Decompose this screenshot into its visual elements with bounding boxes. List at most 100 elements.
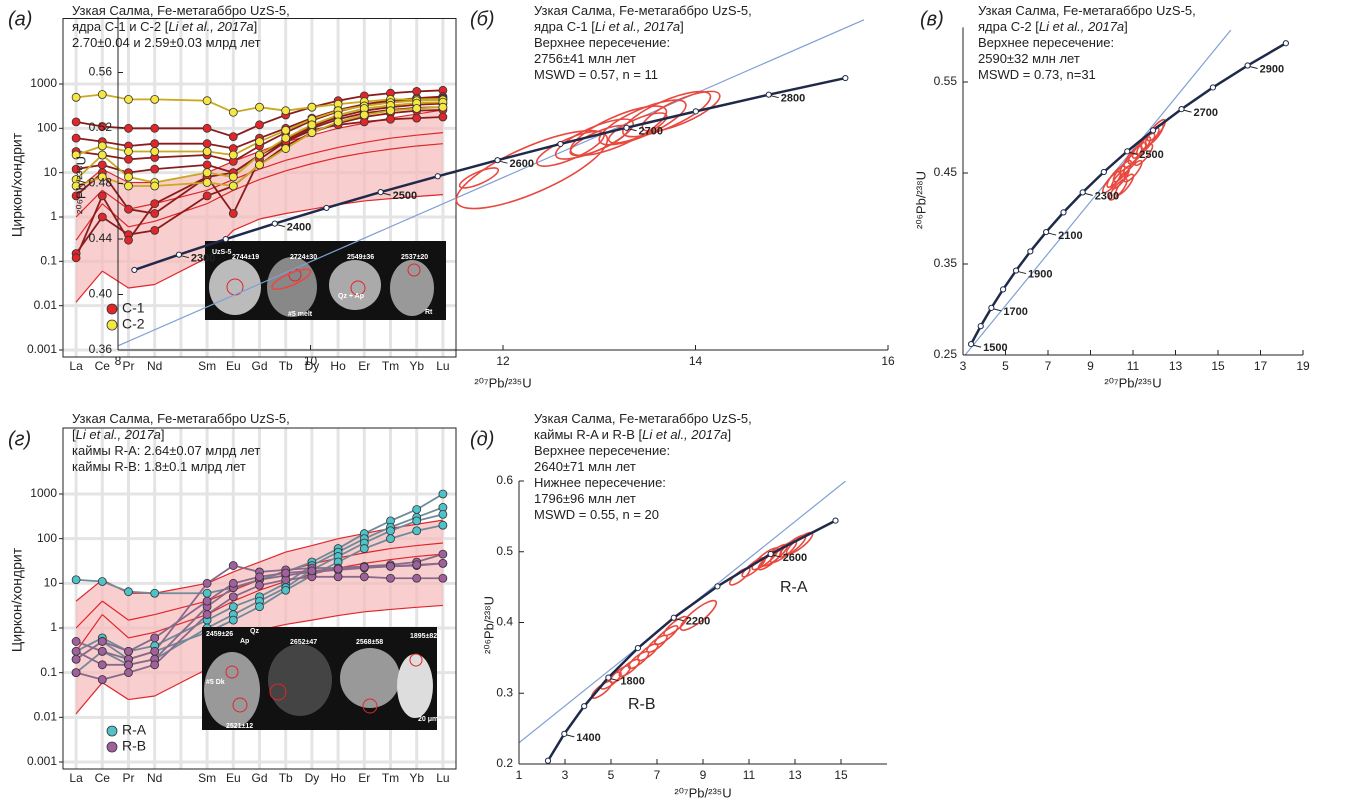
age-label: 2600 [510, 158, 534, 170]
concordia-point [175, 251, 183, 258]
spectrum-line [154, 631, 208, 653]
error-ellipse [679, 599, 718, 632]
spectrum-line [337, 542, 365, 558]
error-ellipse [455, 129, 609, 210]
annotation-run: Узкая Салма, Fe-метагаббро UzS-5, [534, 411, 752, 426]
zircon-grain [204, 652, 260, 728]
data-point [202, 596, 212, 606]
spectrum-line [206, 150, 234, 156]
spectrum-line [128, 658, 155, 666]
concordia-point [767, 550, 774, 558]
y-tick-label: 0.52 [89, 120, 113, 134]
concordia-point [557, 140, 564, 148]
spectrum-line [128, 168, 155, 174]
spectrum-line [259, 114, 287, 126]
inset-label: Qz + Ap [338, 293, 364, 300]
spectrum-line [75, 137, 103, 143]
field-line [154, 257, 208, 286]
spectrum-line [154, 606, 208, 660]
field-line [259, 212, 286, 220]
data-point [255, 572, 264, 582]
data-point [124, 94, 133, 104]
data-point [124, 181, 133, 191]
spectrum-line [363, 520, 391, 535]
spectrum-line [416, 524, 444, 532]
x-tick-label: 11 [743, 768, 756, 782]
annotation-run: 2640±71 млн лет [534, 459, 636, 474]
field-line [128, 220, 155, 228]
data-point [71, 654, 81, 664]
spectrum-line [102, 176, 129, 187]
annotation-run: Узкая Салма, Fe-метагаббро UzS-5, [72, 3, 290, 18]
field-line [206, 189, 234, 205]
data-point [412, 104, 422, 113]
y-tick-label: 0.1 [40, 665, 57, 679]
data-point [124, 660, 133, 670]
concordia-point [544, 757, 552, 764]
spectrum-line [75, 154, 103, 181]
annotation-run: Верхнее пересечение: [534, 35, 670, 50]
field-line [337, 141, 365, 149]
inset-label: 2724±30 [290, 254, 317, 261]
annotation-run: MSWD = 0.73, n=31 [978, 67, 1096, 82]
data-point [307, 566, 317, 576]
inset-label: 2652±47 [290, 639, 317, 646]
spectrum-line [101, 580, 129, 593]
field-line [101, 682, 129, 701]
field-line [128, 631, 155, 639]
data-point [438, 549, 448, 559]
y-tick-label: 0.45 [934, 165, 958, 179]
age-leader [566, 734, 575, 738]
error-ellipse [1123, 159, 1143, 183]
legend-label: R-B [122, 738, 146, 754]
age-label: 2300 [1095, 190, 1119, 202]
data-point [150, 94, 160, 104]
spectrum-line [75, 195, 104, 259]
field-line [75, 270, 103, 303]
x-tick-label: 14 [689, 354, 703, 368]
inset-label: #5 melt [288, 311, 313, 318]
age-label: 2100 [1058, 230, 1082, 242]
data-point [438, 509, 448, 519]
y-tick-label: 0.56 [89, 65, 113, 79]
x-tick-label: Nd [147, 771, 162, 785]
legend-label: R-A [122, 722, 147, 738]
spectrum-line [153, 582, 208, 652]
zircon-grain [329, 260, 381, 310]
spectrum-line [259, 578, 286, 587]
data-point [150, 123, 160, 133]
spot [232, 697, 248, 713]
y-tick-label: 1 [50, 620, 57, 634]
age-label: 2300 [191, 253, 215, 265]
concordia-point [999, 286, 1007, 293]
data-point [438, 520, 448, 530]
annotation-line: Узкая Салма, Fe-метагаббро UzS-5, [978, 3, 1196, 18]
spectrum-line [416, 553, 444, 563]
age-label: 2500 [1139, 149, 1163, 161]
zircon-grain [340, 648, 400, 708]
spectrum-line [75, 637, 103, 653]
spectrum-line [337, 537, 365, 553]
spectrum-line [206, 99, 234, 114]
data-point [202, 610, 212, 619]
data-point [124, 123, 133, 133]
error-ellipse [609, 664, 632, 684]
field-line [128, 695, 155, 701]
data-point [281, 144, 291, 153]
annotation-line: Нижнее пересечение: [534, 475, 666, 490]
age-leader [1017, 271, 1027, 275]
y-axis-label: ²⁰⁶Pb/²³⁸U [73, 156, 88, 214]
x-tick-label: Pr [123, 359, 135, 373]
data-point [228, 132, 238, 142]
annotation-line: каймы R-A и R-B [Li et al., 2017a] [534, 427, 731, 442]
field-line [416, 519, 443, 525]
field-line [233, 561, 260, 573]
spectrum-line [337, 112, 365, 121]
spectrum-line [390, 520, 418, 532]
field-line [390, 195, 417, 200]
annotation-line: [Li et al., 2017a] [72, 427, 165, 442]
field-line [154, 613, 208, 633]
concordia-point [131, 266, 138, 274]
data-point [228, 602, 238, 612]
